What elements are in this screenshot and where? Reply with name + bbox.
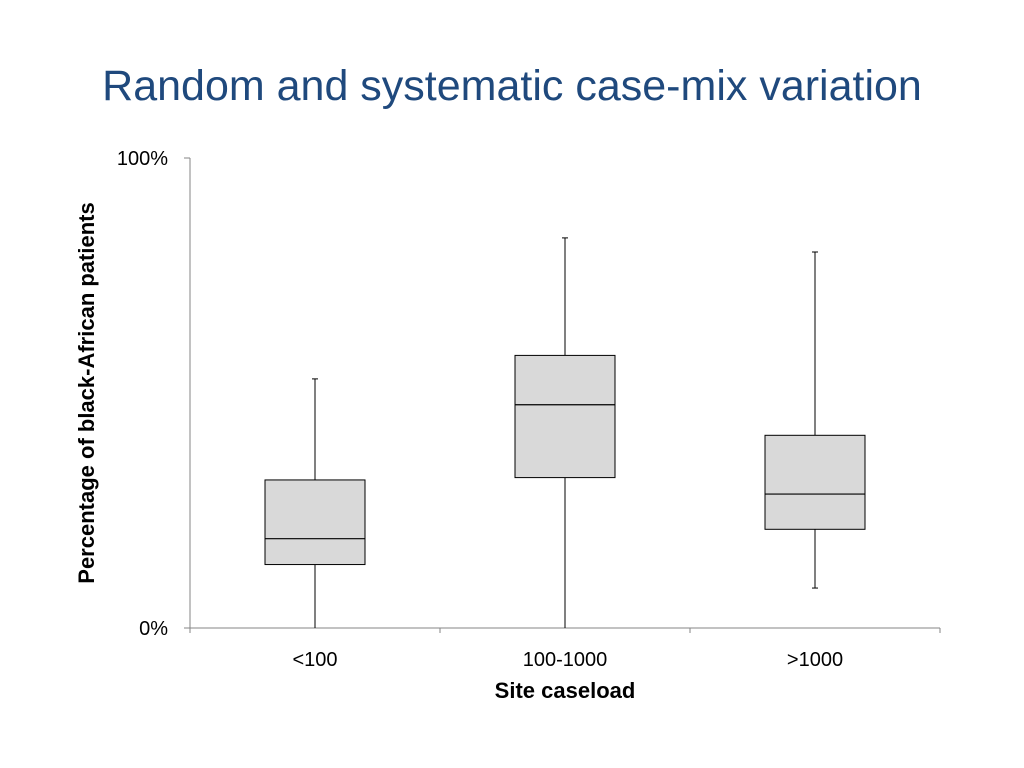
y-tick-label: 0% [139, 618, 168, 640]
box-group [764, 251, 866, 589]
x-category-label: 100-1000 [523, 649, 608, 671]
x-category-labels: <100 100-1000 >1000 [292, 649, 843, 671]
iqr-box [514, 354, 616, 479]
iqr-box [264, 479, 366, 566]
y-axis-label: Percentage of black-African patients [74, 202, 99, 584]
x-axis-label: Site caseload [494, 678, 636, 703]
box-group [264, 378, 366, 628]
box-group [514, 237, 616, 628]
x-category-label: >1000 [787, 649, 843, 671]
x-category-label: <100 [292, 649, 337, 671]
boxes [264, 237, 866, 628]
slide-title: Random and systematic case-mix variation [102, 62, 922, 110]
y-ticks: 0% 100% [117, 148, 190, 640]
iqr-box [764, 434, 866, 530]
y-tick-label: 100% [117, 148, 168, 170]
